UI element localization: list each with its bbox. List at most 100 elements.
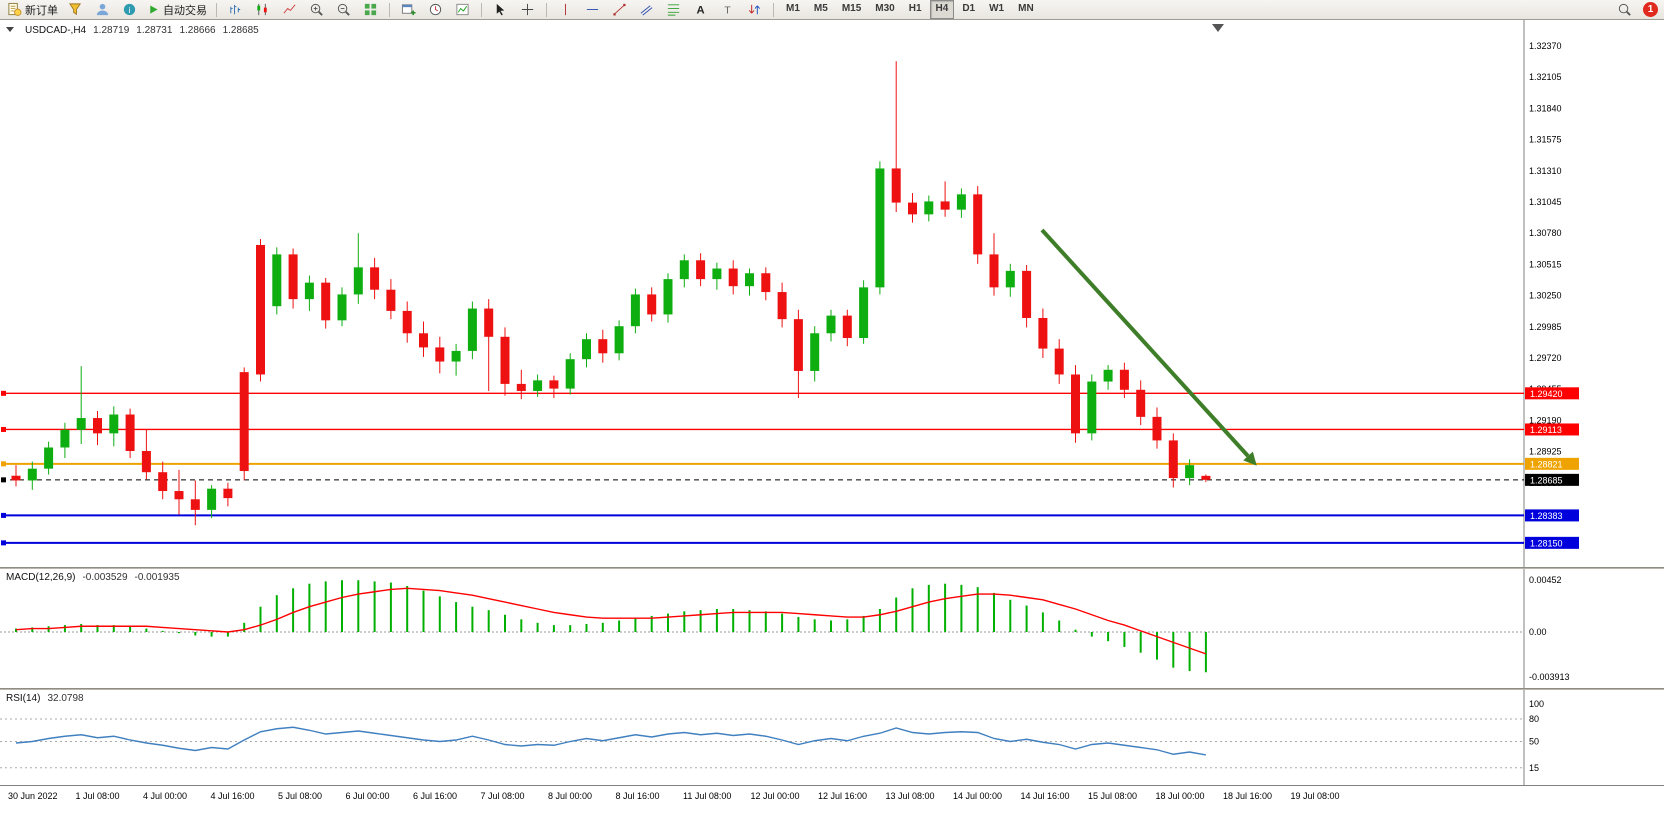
macd-canvas[interactable]: 0.00452 0.00 -0.003913 — [0, 569, 1664, 688]
period-button[interactable] — [423, 0, 448, 20]
new-chart-button[interactable] — [396, 0, 421, 20]
time-label: 8 Jul 00:00 — [548, 791, 593, 801]
horizontal-line-tool[interactable] — [580, 0, 605, 20]
svg-text:1.29113: 1.29113 — [1530, 425, 1562, 435]
svg-text:1.29985: 1.29985 — [1529, 322, 1562, 332]
time-axis[interactable]: 30 Jun 2022 1 Jul 08:00 4 Jul 00:00 4 Jul 1… — [0, 785, 1664, 810]
time-label: 7 Jul 08:00 — [480, 791, 525, 801]
rsi-canvas[interactable]: 100 80 50 15 — [0, 690, 1664, 785]
macd-axis-labels: 0.00452 0.00 -0.003913 — [1529, 575, 1570, 682]
horizontal-line-icon — [585, 2, 600, 17]
svg-text:A: A — [696, 4, 704, 16]
candlestick-chart-button[interactable] — [250, 0, 275, 20]
svg-text:80: 80 — [1529, 714, 1539, 724]
time-label: 5 Jul 08:00 — [278, 791, 323, 801]
info-icon: i — [122, 2, 137, 17]
search-button[interactable] — [1612, 0, 1637, 20]
timeframe-m30[interactable]: M30 — [875, 3, 895, 14]
crosshair-icon — [520, 2, 535, 17]
candles — [11, 61, 1211, 526]
price-tags: 1.29420 1.29113 1.28821 1.28685 1.28383 1.281… — [1525, 387, 1579, 549]
time-label: 6 Jul 16:00 — [413, 791, 458, 801]
pane-splitter[interactable] — [0, 688, 1664, 690]
time-label: 4 Jul 00:00 — [143, 791, 188, 801]
label-tool-icon: T — [720, 2, 735, 17]
indicators-button[interactable] — [450, 0, 475, 20]
autotrade-button[interactable]: 自动交易 — [144, 0, 210, 20]
arrows-icon — [747, 2, 762, 17]
zoom-out-button[interactable] — [331, 0, 356, 20]
bar-close: 1.28685 — [222, 25, 259, 36]
trendline-tool[interactable] — [607, 0, 632, 20]
crosshair-tool-button[interactable] — [515, 0, 540, 20]
bar-chart-icon — [228, 2, 243, 17]
autotrade-play-icon — [147, 3, 160, 16]
macd-label: MACD(12,26,9) -0.003529 -0.001935 — [6, 572, 180, 583]
tile-windows-button[interactable] — [358, 0, 383, 20]
svg-text:1.29190: 1.29190 — [1529, 415, 1562, 425]
svg-text:1.30780: 1.30780 — [1529, 228, 1562, 238]
vertical-line-tool[interactable] — [553, 0, 578, 20]
timeframe-w1[interactable]: W1 — [989, 3, 1005, 14]
bar-high: 1.28731 — [136, 25, 173, 36]
trend-arrow[interactable] — [1040, 228, 1257, 466]
candlestick-icon — [255, 2, 270, 17]
info-button[interactable]: i — [117, 0, 142, 20]
timeframe-d1[interactable]: D1 — [962, 3, 976, 14]
macd-name: MACD(12,26,9) — [6, 572, 76, 583]
time-label: 4 Jul 16:00 — [210, 791, 255, 801]
pane-splitter[interactable] — [0, 567, 1664, 569]
svg-text:1.31310: 1.31310 — [1529, 166, 1562, 176]
new-chart-icon — [401, 2, 416, 17]
filter-button[interactable] — [63, 0, 88, 20]
chart-shift-marker[interactable] — [1212, 24, 1224, 32]
profile-button[interactable] — [90, 0, 115, 20]
macd-signal-line — [15, 587, 1207, 655]
text-tool[interactable]: A — [688, 0, 713, 20]
timeframe-h4[interactable]: H4 — [929, 0, 955, 19]
fibonacci-icon — [666, 2, 681, 17]
symbol-dropdown-icon[interactable] — [6, 27, 14, 32]
new-order-label: 新订单 — [25, 4, 58, 17]
text-tool-icon: A — [693, 2, 708, 17]
timeframe-m5[interactable]: M5 — [813, 3, 828, 14]
timeframe-m15[interactable]: M15 — [841, 3, 862, 14]
notification-badge[interactable]: 1 — [1643, 2, 1658, 17]
channel-icon — [639, 2, 654, 17]
time-label: 1 Jul 08:00 — [75, 791, 120, 801]
svg-text:0.00: 0.00 — [1529, 627, 1547, 637]
zoom-in-button[interactable] — [304, 0, 329, 20]
label-tool[interactable]: T — [715, 0, 740, 20]
arrows-tool[interactable] — [742, 0, 767, 20]
cursor-icon — [493, 2, 508, 17]
svg-text:1.28925: 1.28925 — [1529, 447, 1562, 457]
horizontal-level-lines[interactable] — [1, 390, 1524, 546]
chart-title: USDCAD-,H4 1.28719 1.28731 1.28666 1.286… — [6, 25, 259, 36]
cursor-tool-button[interactable] — [488, 0, 513, 20]
trendline-icon — [612, 2, 627, 17]
svg-text:T: T — [724, 5, 731, 16]
toolbar-separator — [546, 2, 547, 17]
rsi-value: 32.0798 — [47, 693, 84, 704]
svg-text:1.32105: 1.32105 — [1529, 72, 1562, 82]
search-icon — [1617, 2, 1632, 17]
channel-tool[interactable] — [634, 0, 659, 20]
svg-text:15: 15 — [1529, 763, 1539, 773]
rsi-axis-labels: 100 80 50 15 — [1529, 699, 1544, 773]
rsi-label: RSI(14) 32.0798 — [6, 693, 84, 704]
svg-text:1.30515: 1.30515 — [1529, 259, 1562, 269]
timeframe-h1[interactable]: H1 — [908, 3, 922, 14]
new-order-button[interactable]: 新订单 — [4, 0, 61, 20]
line-chart-icon — [282, 2, 297, 17]
svg-text:1.28150: 1.28150 — [1530, 538, 1563, 548]
zoom-out-icon — [336, 2, 351, 17]
svg-text:1.30250: 1.30250 — [1529, 291, 1562, 301]
price-chart-canvas[interactable]: 1.32370 1.32105 1.31840 1.31575 1.31310 1.310… — [0, 20, 1664, 567]
time-label: 12 Jul 00:00 — [750, 791, 800, 801]
svg-text:0.00452: 0.00452 — [1529, 575, 1562, 585]
timeframe-mn[interactable]: MN — [1018, 3, 1034, 14]
fibonacci-tool[interactable] — [661, 0, 686, 20]
line-chart-button[interactable] — [277, 0, 302, 20]
bar-chart-button[interactable] — [223, 0, 248, 20]
timeframe-m1[interactable]: M1 — [786, 3, 800, 14]
